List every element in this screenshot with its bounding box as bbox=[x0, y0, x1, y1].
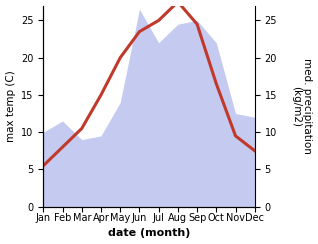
Y-axis label: med. precipitation
(kg/m2): med. precipitation (kg/m2) bbox=[291, 58, 313, 154]
Y-axis label: max temp (C): max temp (C) bbox=[5, 70, 16, 142]
X-axis label: date (month): date (month) bbox=[108, 228, 190, 238]
